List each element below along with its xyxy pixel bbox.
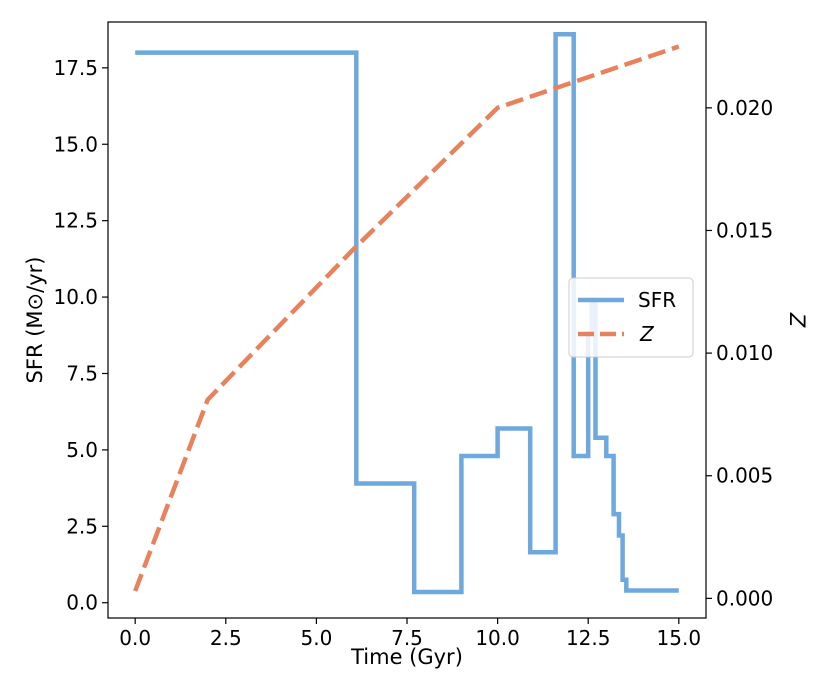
x-tick-label: 10.0 bbox=[475, 626, 520, 650]
x-tick-label: 0.0 bbox=[119, 626, 151, 650]
y2-tick-label: 0.005 bbox=[716, 464, 773, 488]
y2-tick-label: 0.020 bbox=[716, 96, 773, 120]
legend-sfr-label: SFR bbox=[638, 288, 676, 312]
y-tick-label: 10.0 bbox=[53, 285, 98, 309]
legend: SFR Z bbox=[568, 277, 694, 358]
y2-tick-label: 0.000 bbox=[716, 586, 773, 610]
y-tick-label: 0.0 bbox=[66, 591, 98, 615]
axes: 0.0 2.5 5.0 7.5 10.0 12.5 15.0 0.0 2.5 5.0 7.5 10.0… bbox=[53, 56, 773, 650]
y-tick-label: 17.5 bbox=[53, 56, 98, 80]
y-tick-label: 5.0 bbox=[66, 438, 98, 462]
x-tick-label: 7.5 bbox=[391, 626, 423, 650]
series-line-z bbox=[133, 44, 680, 592]
plot-lines bbox=[133, 31, 680, 595]
x-tick-label: 2.5 bbox=[210, 626, 242, 650]
x-tick-label: 5.0 bbox=[300, 626, 332, 650]
y-tick-label: 12.5 bbox=[53, 209, 98, 233]
x-axis-title: Time (Gyr) bbox=[350, 645, 463, 669]
y-tick-label: 2.5 bbox=[66, 514, 98, 538]
y-tick-label: 15.0 bbox=[53, 132, 98, 156]
x-tick-label: 12.5 bbox=[566, 626, 611, 650]
legend-z-label: Z bbox=[639, 322, 655, 346]
x-tick-label: 15.0 bbox=[657, 626, 702, 650]
y2-axis-title: Z bbox=[785, 312, 809, 328]
series-line-sfr bbox=[135, 31, 679, 595]
y2-tick-label: 0.010 bbox=[716, 341, 773, 365]
y-axis-title: SFR (M⊙/yr) bbox=[23, 257, 47, 384]
y2-tick-label: 0.015 bbox=[716, 218, 773, 242]
y-tick-label: 7.5 bbox=[66, 361, 98, 385]
